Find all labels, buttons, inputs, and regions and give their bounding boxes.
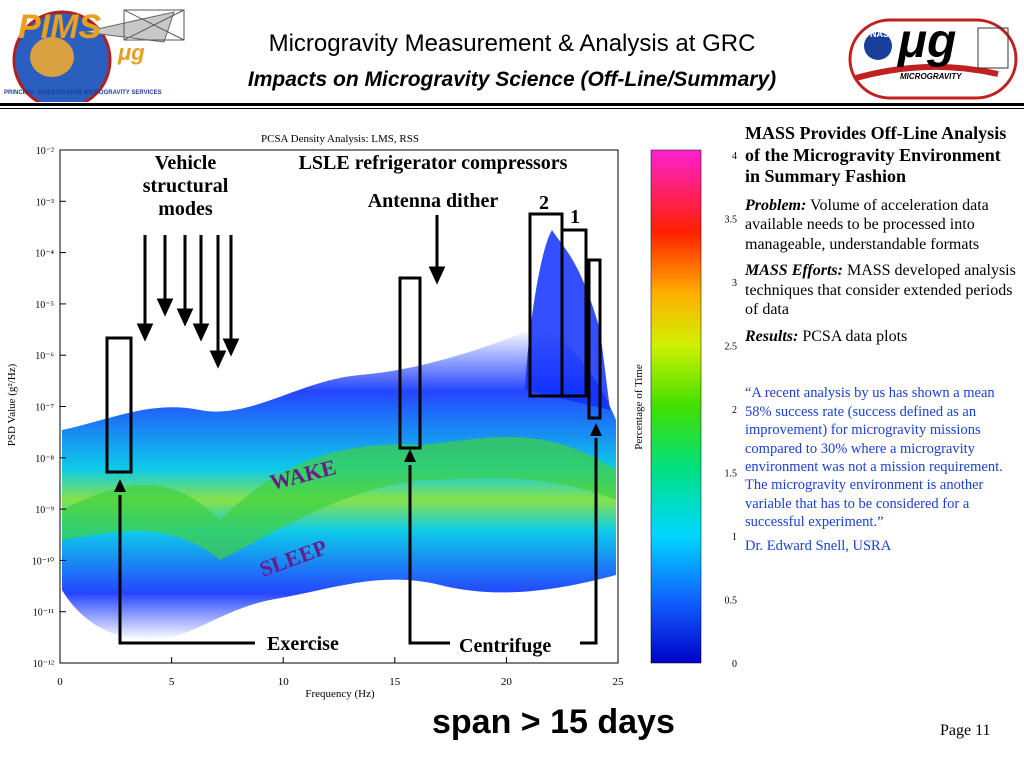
results-paragraph: Results: PCSA data plots bbox=[745, 327, 1017, 347]
y-axis-label: PSD Value (g²/Hz) bbox=[6, 363, 18, 446]
label-2: 2 bbox=[539, 192, 549, 214]
x-axis-ticks: 0 5 10 15 20 25 bbox=[57, 657, 624, 688]
microgravity-band-text: MICROGRAVITY bbox=[900, 72, 962, 81]
exercise-bracket bbox=[118, 495, 255, 645]
y-tick-label: 10⁻⁸ bbox=[35, 454, 54, 465]
quote-author: Dr. Edward Snell, USRA bbox=[745, 537, 892, 554]
y-tick-label: 10⁻⁹ bbox=[35, 505, 54, 516]
results-label: Results: bbox=[745, 327, 799, 345]
vehicle-modes-label: Vehicle structural modes bbox=[142, 152, 229, 220]
y-tick-label: 10⁻¹⁰ bbox=[32, 556, 54, 567]
y-tick-label: 10⁻⁵ bbox=[35, 300, 54, 311]
pcsa-chart: 0 5 10 15 20 25 10⁻²10⁻³10⁻⁴10⁻⁵10⁻⁶10⁻⁷10⁻⁸1… bbox=[6, 133, 738, 700]
page-title: Microgravity Measurement & Analysis at G… bbox=[268, 30, 756, 57]
efforts-text: MASS developed analysis techniques that … bbox=[745, 262, 1016, 319]
x-tick-label: 20 bbox=[501, 676, 513, 688]
snell-quote: “A recent analysis by us has shown a mea… bbox=[745, 385, 1003, 531]
y-tick-label: 10⁻¹² bbox=[33, 659, 54, 670]
x-tick-label: 0 bbox=[57, 676, 63, 688]
pims-logo-mu: μg bbox=[118, 40, 145, 65]
exercise-arrow-head bbox=[114, 479, 126, 492]
problem-label: Problem: bbox=[745, 196, 807, 214]
pims-logo-text: PIMS bbox=[18, 8, 102, 46]
x-tick-label: 5 bbox=[169, 676, 175, 688]
y-tick-label: 10⁻¹¹ bbox=[33, 608, 54, 619]
nasa-mug-logo bbox=[848, 18, 1018, 100]
colorbar-tick-label: 3.5 bbox=[725, 215, 738, 226]
header-divider-thin bbox=[0, 108, 1024, 109]
colorbar-ticks: 4 3.5 3 2.5 2 1.5 1 0.5 0 bbox=[725, 151, 738, 670]
y-tick-label: 10⁻² bbox=[36, 146, 54, 157]
antenna-arrow bbox=[428, 215, 446, 285]
exercise-box bbox=[105, 336, 133, 474]
efforts-label: MASS Efforts: bbox=[745, 262, 843, 280]
pims-logo-ring-text: PRINCIPAL INVESTIGATOR MICROGRAVITY SERV… bbox=[4, 90, 162, 96]
efforts-paragraph: MASS Efforts: MASS developed analysis te… bbox=[745, 261, 1017, 320]
density-core bbox=[62, 436, 616, 560]
header-divider bbox=[0, 103, 1024, 106]
nasa-logo-text: NASA bbox=[870, 29, 896, 39]
x-tick-label: 10 bbox=[278, 676, 290, 688]
centrifuge-bracket bbox=[408, 438, 598, 645]
colorbar-tick-label: 3 bbox=[732, 278, 737, 289]
page-subtitle: Impacts on Microgravity Science (Off-Lin… bbox=[247, 68, 777, 91]
y-axis-ticks: 10⁻² 10⁻³ 10⁻⁴ 10⁻⁵ 10⁻⁶ 10⁻⁷ 10⁻⁸ 10⁻⁹ 10⁻¹⁰ 10⁻… bbox=[32, 146, 66, 670]
colorbar-tick-label: 1 bbox=[732, 532, 737, 543]
page-number: Page 11 bbox=[940, 722, 991, 739]
colorbar bbox=[650, 149, 702, 664]
colorbar-tick-label: 1.5 bbox=[725, 469, 738, 480]
box-1 bbox=[560, 228, 588, 398]
centrifuge-arrow-right bbox=[590, 423, 602, 436]
y-tick-label: 10⁻⁴ bbox=[35, 249, 54, 260]
chart-title: PCSA Density Analysis: LMS, RSS bbox=[261, 133, 419, 145]
problem-text: Volume of acceleration data available ne… bbox=[745, 196, 989, 253]
centrifuge-arrow-left bbox=[404, 449, 416, 462]
x-tick-label: 25 bbox=[613, 676, 625, 688]
centrifuge-box bbox=[587, 258, 602, 420]
antenna-label: Antenna dither bbox=[368, 190, 499, 212]
exercise-label: Exercise bbox=[267, 633, 339, 655]
colorbar-tick-label: 2.5 bbox=[725, 342, 738, 353]
colorbar-tick-label: 2 bbox=[732, 405, 737, 416]
lsle-label: LSLE refrigerator compressors bbox=[299, 152, 568, 174]
x-axis-label: Frequency (Hz) bbox=[305, 688, 375, 700]
problem-paragraph: Problem: Volume of acceleration data ava… bbox=[745, 196, 1017, 255]
results-text: PCSA data plots bbox=[802, 327, 908, 345]
label-1: 1 bbox=[570, 206, 580, 228]
pims-logo bbox=[4, 2, 204, 110]
right-panel: MASS Provides Off-Line Analysis of the M… bbox=[745, 123, 1017, 555]
y-tick-label: 10⁻³ bbox=[36, 197, 54, 208]
lsle-box-a bbox=[398, 276, 422, 450]
vehicle-arrows bbox=[136, 235, 240, 369]
span-duration: span > 15 days bbox=[432, 703, 675, 741]
colorbar-tick-label: 4 bbox=[732, 151, 737, 162]
colorbar-label: Percentage of Time bbox=[633, 364, 645, 450]
y-tick-label: 10⁻⁶ bbox=[35, 351, 54, 362]
centrifuge-label: Centrifuge bbox=[459, 635, 551, 657]
colorbar-tick-label: 0 bbox=[732, 659, 737, 670]
mug-logo-text: μg bbox=[898, 15, 957, 68]
colorbar-tick-label: 0.5 bbox=[725, 596, 738, 607]
y-tick-label: 10⁻⁷ bbox=[35, 403, 54, 414]
x-tick-label: 15 bbox=[389, 676, 401, 688]
panel-heading: MASS Provides Off-Line Analysis of the M… bbox=[745, 123, 1007, 187]
